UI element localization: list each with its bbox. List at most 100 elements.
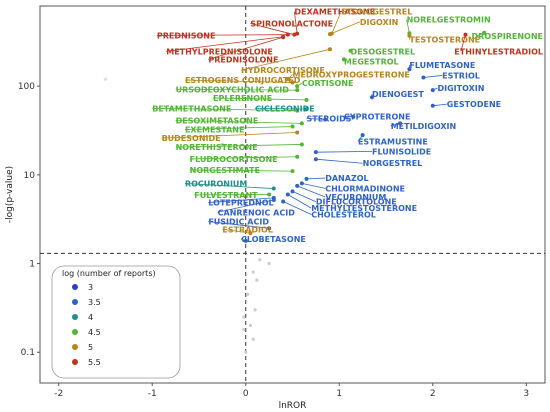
- leader-line: [357, 134, 363, 142]
- leader-line: [208, 221, 270, 229]
- leader-line: [175, 88, 298, 91]
- leader-line: [175, 119, 302, 124]
- leader-line: [213, 97, 307, 101]
- data-label: FLUMETASONE: [409, 61, 475, 70]
- data-label: CHOLESTEROL: [311, 211, 376, 220]
- leader-line: [331, 11, 342, 34]
- leader-line: [189, 156, 298, 160]
- data-label: ESTRADIOL: [222, 225, 273, 234]
- legend-marker: [72, 314, 78, 320]
- leader-line: [306, 118, 326, 120]
- leader-line: [306, 177, 326, 180]
- data-label: ETONOGESTREL: [341, 8, 412, 17]
- x-tick-label: 1: [336, 389, 342, 399]
- leader-line: [152, 107, 298, 111]
- data-label: DIENOGEST: [372, 90, 424, 99]
- data-point-unlabeled: [251, 270, 255, 274]
- legend-marker: [72, 299, 78, 305]
- leader-line: [184, 183, 274, 189]
- plot-frame: [39, 5, 546, 384]
- leader-line: [293, 11, 298, 34]
- legend-box: [51, 265, 181, 379]
- legend: log (number of reports) 3 3.5 4 4.5 5 5.5: [51, 265, 181, 379]
- leader-line: [423, 75, 443, 78]
- legend-label: 5.5: [88, 358, 101, 367]
- legend-label: 5: [88, 343, 93, 352]
- leader-line: [184, 79, 293, 83]
- data-label: DESOXIMETASONE: [176, 116, 259, 125]
- leader-line: [296, 82, 303, 87]
- data-label: ESTROGENS CONJUGATED: [185, 76, 301, 85]
- data-label: METHYLPREDNISOLONE: [166, 47, 273, 56]
- data-label: DIGITOXIN: [437, 84, 484, 93]
- data-label: PREDNISONE: [157, 31, 216, 40]
- legend-marker: [72, 344, 78, 350]
- y-axis-ticks: 0.1 1 10 100: [18, 82, 40, 358]
- leader-line: [175, 144, 302, 148]
- data-label: ESTRAMUSTINE: [358, 137, 428, 146]
- data-label: DIFLUCORTOLONE: [316, 198, 397, 207]
- leader-line: [240, 238, 246, 242]
- data-point-unlabeled: [220, 142, 224, 147]
- data-label: FLUNISOLIDE: [372, 147, 431, 156]
- leader-line: [208, 36, 284, 60]
- leader-line: [477, 32, 485, 37]
- leader-line: [406, 19, 410, 34]
- legend-label: 3.5: [88, 298, 101, 307]
- data-label: NORELGESTROMIN: [407, 16, 491, 25]
- leader-line: [166, 36, 284, 52]
- x-axis-title: lnROR: [279, 401, 307, 411]
- data-label: NORETHISTERONE: [176, 143, 258, 152]
- data-point-unlabeled: [242, 327, 246, 332]
- leader-line: [287, 74, 293, 80]
- data-label: CHLORMADINONE: [325, 184, 405, 193]
- data-label: EPLERENONE: [213, 94, 272, 103]
- leader-line: [292, 191, 317, 203]
- reference-lines: [40, 6, 545, 383]
- y-tick-label: 0.1: [21, 348, 35, 358]
- data-label: HYDROCORTISONE: [241, 66, 325, 75]
- data-points: [103, 30, 487, 354]
- data-label: CYPROTERONE: [344, 113, 411, 122]
- leader-line: [250, 23, 295, 36]
- data-point-unlabeled: [103, 77, 108, 81]
- leader-line: [301, 183, 326, 189]
- x-tick-label: 3: [523, 389, 529, 399]
- data-label: DROSPIRENONE: [472, 32, 543, 41]
- leader-line: [156, 34, 288, 36]
- x-axis-ticks: -2 -1 0 1 2 3: [54, 383, 529, 399]
- x-tick-label: -2: [54, 389, 63, 399]
- data-labels: DEXAMETHASONESPIRONOLACTONEETONOGESTRELD…: [152, 8, 543, 244]
- data-label: MEDROXYPROGESTERONE: [293, 71, 410, 80]
- legend-label: 4.5: [88, 328, 101, 337]
- data-point-unlabeled: [267, 261, 271, 266]
- leader-line: [315, 158, 363, 164]
- data-label: FULVESTRANT: [194, 191, 258, 200]
- data-label: CICLESONIDE: [255, 104, 315, 113]
- data-label: BUDESONIDE: [162, 134, 221, 143]
- data-label: DANAZOL: [325, 174, 368, 183]
- y-tick-label: 1: [29, 260, 35, 270]
- data-label: FUSIDIC ACID: [208, 218, 269, 227]
- leader-line: [390, 123, 401, 127]
- data-label: PREDNISOLONE: [208, 55, 278, 64]
- data-label: DIGOXIN: [360, 18, 399, 27]
- leader-line: [297, 185, 326, 198]
- leader-line: [460, 34, 466, 52]
- leader-line: [329, 21, 360, 35]
- leader-line: [282, 201, 312, 215]
- y-tick-label: 10: [24, 171, 36, 181]
- data-point-unlabeled: [255, 278, 259, 282]
- legend-label: 3: [88, 283, 93, 292]
- data-label: DEXAMETHASONE: [294, 8, 375, 17]
- data-label: STEROIDS: [307, 114, 352, 123]
- data-label: EXEMESTANE: [185, 125, 244, 134]
- legend-marker: [72, 359, 78, 365]
- leader-line: [217, 199, 274, 213]
- data-label: MEGESTROL: [344, 58, 399, 67]
- data-point-unlabeled: [246, 292, 250, 296]
- data-point-unlabeled: [244, 350, 248, 354]
- legend-entries: 3 3.5 4 4.5 5 5.5: [72, 283, 101, 367]
- leader-line: [432, 103, 447, 107]
